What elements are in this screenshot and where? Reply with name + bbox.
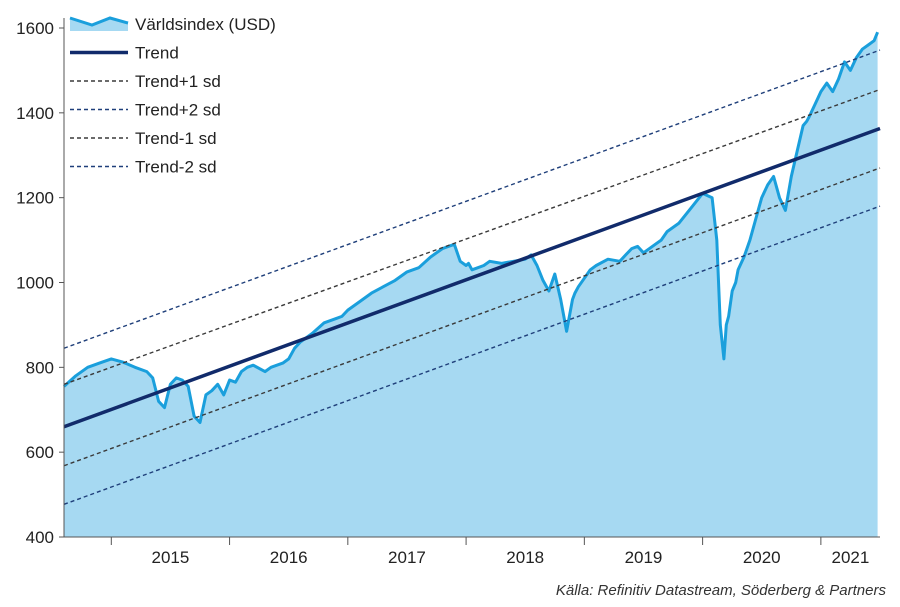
- legend-label: Trend+2 sd: [135, 101, 221, 120]
- series-line-trend-2-sd: [63, 49, 881, 349]
- series-line-trend-1-sd: [63, 88, 881, 385]
- index-line: [62, 31, 879, 424]
- series-line-trend-2-sd: [63, 205, 881, 505]
- legend-label: Trend+1 sd: [135, 72, 221, 91]
- x-tick-label: 2020: [743, 548, 781, 567]
- x-tick-label: 2016: [270, 548, 308, 567]
- x-tick-label: 2015: [152, 548, 190, 567]
- legend-entry: Trend-2 sd: [70, 158, 217, 177]
- series-line-trend: [63, 126, 881, 429]
- source-note: Källa: Refinitiv Datastream, Söderberg &…: [555, 582, 886, 599]
- series-line-trend-1-sd: [63, 167, 881, 467]
- legend-swatch-index-area: [70, 18, 128, 31]
- legend-label: Världsindex (USD): [135, 15, 276, 34]
- legend: Världsindex (USD) Trend Trend+1 sd Trend+2 …: [69, 15, 276, 177]
- y-tick-label: 600: [26, 443, 54, 462]
- axes: 400 600 800 1000 1200 1400 1600 2015 2016 2017 201…: [16, 18, 880, 567]
- legend-entry: Trend-1 sd: [70, 129, 217, 148]
- x-tick-label: 2021: [832, 548, 870, 567]
- legend-label: Trend-1 sd: [135, 129, 217, 148]
- legend-entry: Trend: [70, 44, 179, 63]
- legend-entry: Trend+2 sd: [70, 101, 221, 120]
- y-tick-label: 1400: [16, 104, 54, 123]
- plot-area: [62, 31, 881, 537]
- x-tick-label: 2017: [388, 548, 426, 567]
- y-tick-label: 1000: [16, 274, 54, 293]
- y-tick-label: 800: [26, 358, 54, 377]
- y-tick-label: 400: [26, 528, 54, 547]
- x-tick-label: 2019: [625, 548, 663, 567]
- legend-label: Trend-2 sd: [135, 158, 217, 177]
- x-tick-label: 2018: [506, 548, 544, 567]
- index-area: [64, 32, 878, 537]
- legend-label: Trend: [135, 44, 179, 63]
- y-tick-label: 1200: [16, 189, 54, 208]
- legend-entry: Trend+1 sd: [70, 72, 221, 91]
- legend-swatch-index-line: [69, 16, 129, 27]
- legend-entry: Världsindex (USD): [69, 15, 276, 34]
- y-tick-label: 1600: [16, 19, 54, 38]
